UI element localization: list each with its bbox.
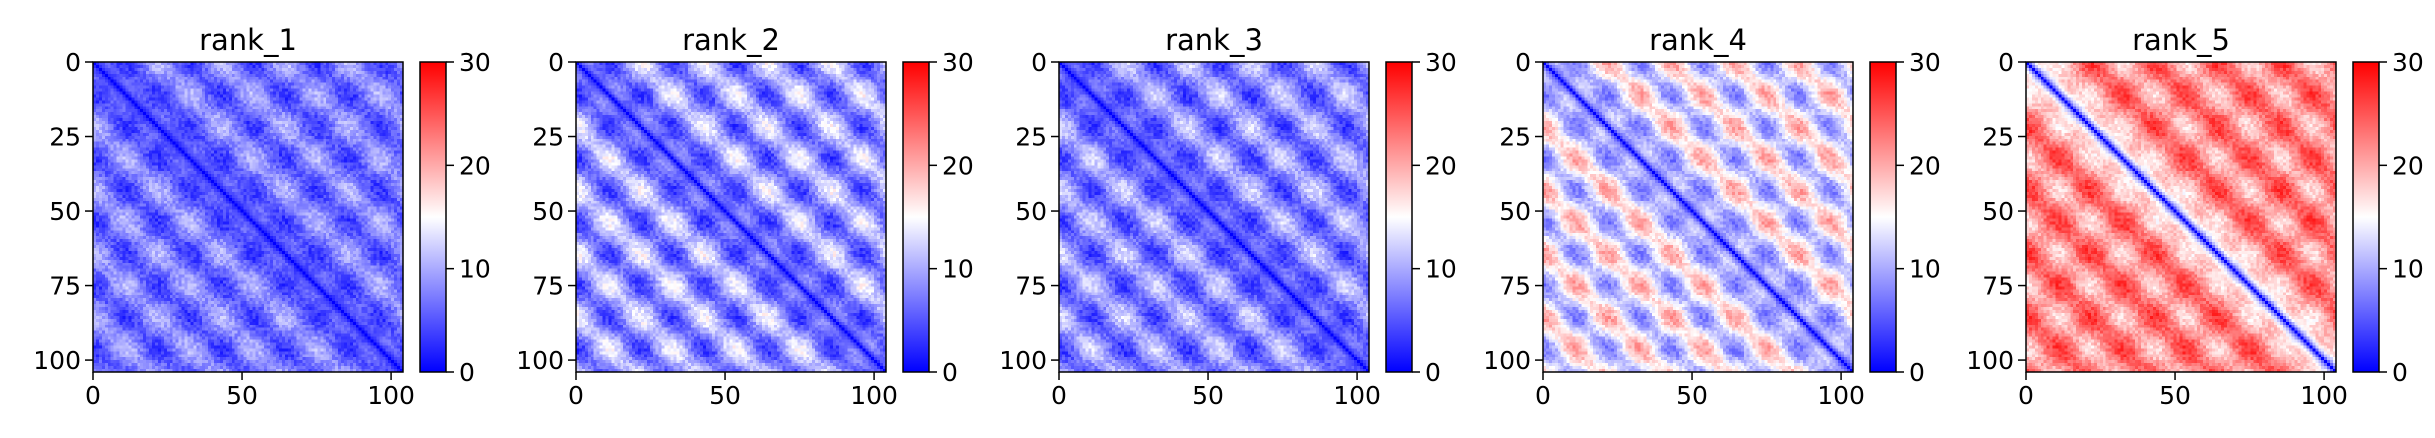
- x-tick-label: 100: [1817, 381, 1865, 410]
- x-tick-label: 100: [1333, 381, 1381, 410]
- colorbar-tick-label: 10: [1909, 255, 1941, 284]
- colorbar: [902, 61, 930, 373]
- colorbar-tick-label: 30: [942, 48, 974, 77]
- colorbar-tick-label: 20: [1425, 151, 1457, 180]
- y-tick-label: 75: [532, 272, 564, 301]
- heatmap-image: [576, 62, 886, 372]
- colorbar: [2352, 61, 2380, 373]
- colorbar-tick-label: 0: [942, 358, 958, 387]
- x-tick-label: 50: [709, 381, 741, 410]
- colorbar: [1869, 61, 1897, 373]
- heatmap-image: [2026, 62, 2336, 372]
- y-tick-label: 100: [33, 346, 81, 375]
- y-tick-label: 50: [49, 197, 81, 226]
- y-tick-label: 0: [65, 48, 81, 77]
- heatmap-image: [93, 62, 403, 372]
- x-tick-label: 50: [1676, 381, 1708, 410]
- colorbar-tick-label: 0: [2392, 358, 2408, 387]
- y-tick-label: 100: [1966, 346, 2014, 375]
- y-tick-label: 50: [1982, 197, 2014, 226]
- x-tick-label: 100: [367, 381, 415, 410]
- panel-title: rank_5: [2132, 23, 2230, 57]
- plot-frame: [2025, 61, 2337, 373]
- colorbar: [419, 61, 447, 373]
- colorbar-tick-label: 30: [459, 48, 491, 77]
- colorbar-tick-label: 20: [459, 151, 491, 180]
- y-tick-label: 50: [1499, 197, 1531, 226]
- colorbar-tick-label: 0: [1425, 358, 1441, 387]
- y-tick-label: 100: [516, 346, 564, 375]
- plot-frame: [1058, 61, 1370, 373]
- y-tick-label: 50: [532, 197, 564, 226]
- y-tick-label: 75: [1499, 272, 1531, 301]
- x-tick-label: 100: [2300, 381, 2348, 410]
- y-tick-label: 100: [999, 346, 1047, 375]
- y-tick-label: 100: [1483, 346, 1531, 375]
- colorbar-tick-label: 20: [1909, 151, 1941, 180]
- panel-title: rank_1: [199, 23, 297, 57]
- colorbar-tick-label: 20: [2392, 151, 2424, 180]
- colorbar: [1385, 61, 1413, 373]
- y-tick-label: 25: [1499, 123, 1531, 152]
- x-tick-label: 100: [850, 381, 898, 410]
- y-tick-label: 0: [548, 48, 564, 77]
- y-tick-label: 0: [1998, 48, 2014, 77]
- plot-frame: [575, 61, 887, 373]
- y-tick-label: 50: [1015, 197, 1047, 226]
- panel-title: rank_3: [1165, 23, 1263, 57]
- heatmap-image: [1059, 62, 1369, 372]
- colorbar-tick-label: 0: [459, 358, 475, 387]
- x-tick-label: 50: [226, 381, 258, 410]
- y-tick-label: 75: [1982, 272, 2014, 301]
- colorbar-tick-label: 10: [459, 255, 491, 284]
- x-tick-label: 50: [2159, 381, 2191, 410]
- y-tick-label: 25: [1982, 123, 2014, 152]
- y-tick-label: 25: [1015, 123, 1047, 152]
- colorbar-tick-label: 30: [1425, 48, 1457, 77]
- x-tick-label: 0: [1535, 381, 1551, 410]
- x-tick-label: 0: [2018, 381, 2034, 410]
- x-tick-label: 50: [1192, 381, 1224, 410]
- panel-title: rank_2: [682, 23, 780, 57]
- panel-title: rank_4: [1649, 23, 1747, 57]
- plot-frame: [1542, 61, 1854, 373]
- colorbar-tick-label: 10: [942, 255, 974, 284]
- y-tick-label: 0: [1031, 48, 1047, 77]
- y-tick-label: 25: [532, 123, 564, 152]
- y-tick-label: 75: [49, 272, 81, 301]
- y-tick-label: 25: [49, 123, 81, 152]
- colorbar-tick-label: 20: [942, 151, 974, 180]
- x-tick-label: 0: [85, 381, 101, 410]
- plot-frame: [92, 61, 404, 373]
- colorbar-tick-label: 30: [1909, 48, 1941, 77]
- y-tick-label: 75: [1015, 272, 1047, 301]
- x-tick-label: 0: [1051, 381, 1067, 410]
- y-tick-label: 0: [1515, 48, 1531, 77]
- colorbar-tick-label: 10: [1425, 255, 1457, 284]
- x-tick-label: 0: [568, 381, 584, 410]
- colorbar-tick-label: 30: [2392, 48, 2424, 77]
- colorbar-tick-label: 0: [1909, 358, 1925, 387]
- colorbar-tick-label: 10: [2392, 255, 2424, 284]
- heatmap-image: [1543, 62, 1853, 372]
